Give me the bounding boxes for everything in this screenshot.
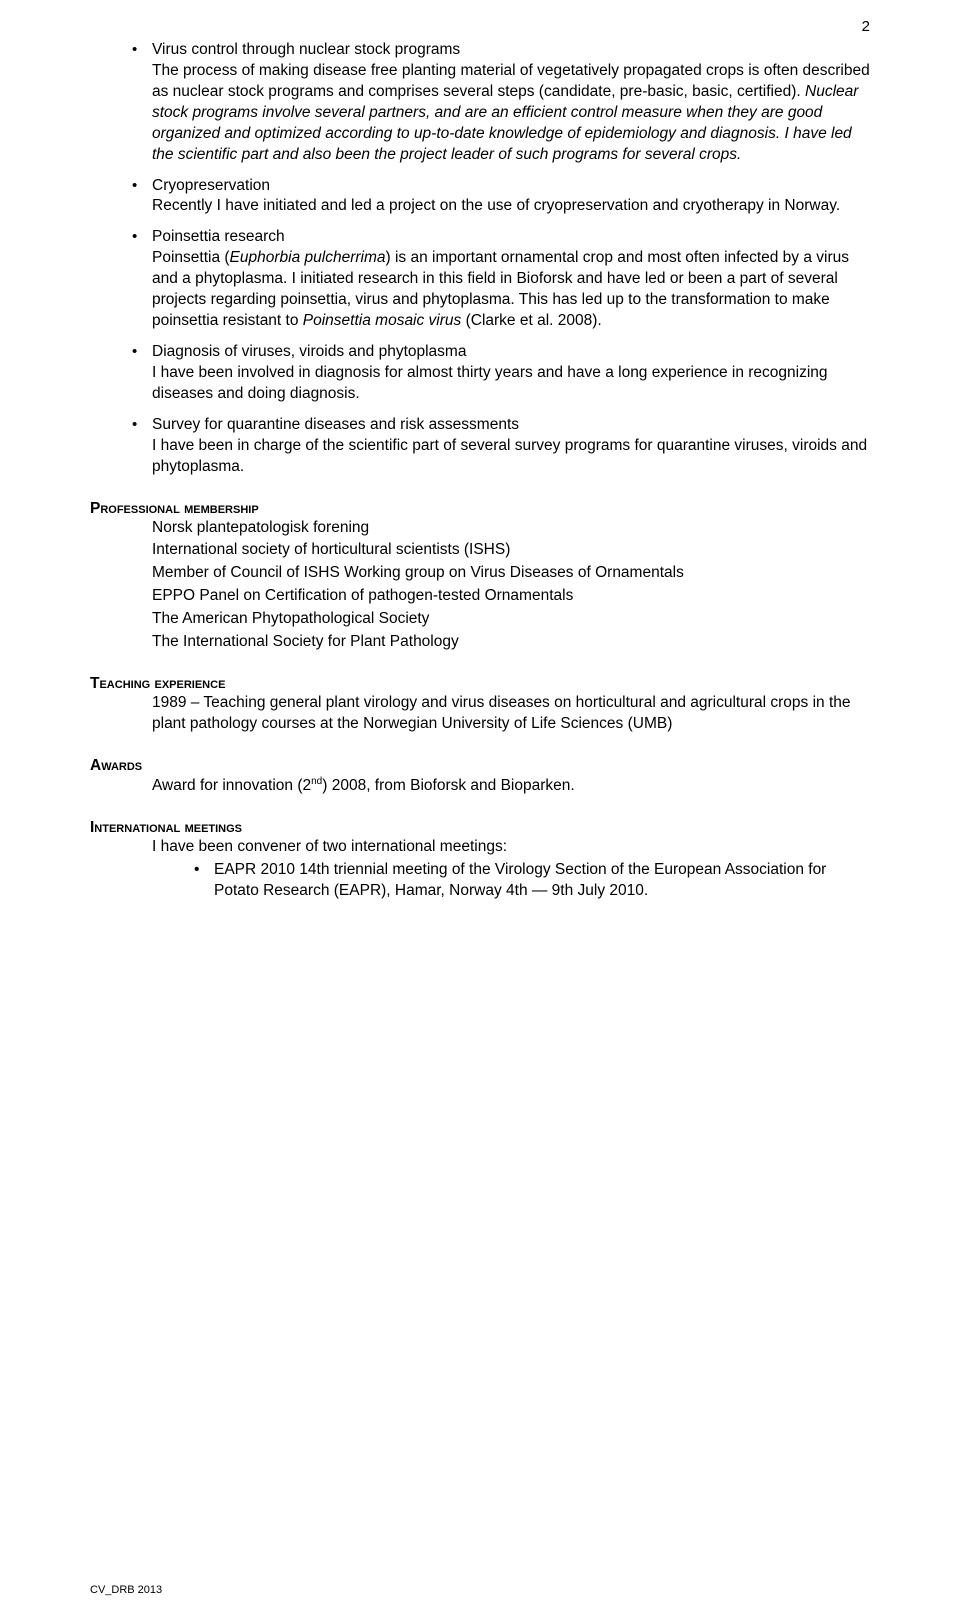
meetings-intro: I have been convener of two internationa… — [152, 837, 870, 858]
item-title: Cryopreservation — [152, 176, 870, 197]
teaching-body: 1989 – Teaching general plant virology a… — [90, 693, 870, 735]
meetings-heading: International meetings — [90, 819, 870, 837]
item-body-part: Recently I have initiated and led a proj… — [152, 197, 840, 214]
membership-heading: Professional membership — [90, 500, 870, 518]
awards-heading: Awards — [90, 757, 870, 775]
membership-line: Member of Council of ISHS Working group … — [152, 563, 870, 584]
awards-text-before: Award for innovation (2 — [152, 777, 311, 794]
list-item: Poinsettia research Poinsettia (Euphorbi… — [152, 227, 870, 332]
teaching-heading: Teaching experience — [90, 675, 870, 693]
item-title: Poinsettia research — [152, 227, 870, 248]
membership-line: The International Society for Plant Path… — [152, 632, 870, 653]
awards-sup: nd — [311, 776, 322, 787]
footer: CV_DRB 2013 — [90, 1584, 162, 1596]
list-item: Cryopreservation Recently I have initiat… — [152, 176, 870, 218]
meetings-subitem: EAPR 2010 14th triennial meeting of the … — [214, 860, 870, 902]
awards-text-after: ) 2008, from Bioforsk and Bioparken. — [322, 777, 574, 794]
item-title: Virus control through nuclear stock prog… — [152, 40, 870, 61]
awards-body: Award for innovation (2nd) 2008, from Bi… — [90, 775, 870, 797]
list-item: Diagnosis of viruses, viroids and phytop… — [152, 342, 870, 405]
item-title: Survey for quarantine diseases and risk … — [152, 415, 870, 436]
membership-body: Norsk plantepatologisk forening Internat… — [90, 518, 870, 654]
research-bullet-list: Virus control through nuclear stock prog… — [90, 40, 870, 478]
membership-line: International society of horticultural s… — [152, 540, 870, 561]
item-body-html: Poinsettia (Euphorbia pulcherrima) is an… — [152, 249, 849, 329]
teaching-text: 1989 – Teaching general plant virology a… — [152, 693, 870, 735]
meetings-body: I have been convener of two internationa… — [90, 837, 870, 902]
membership-line: The American Phytopathological Society — [152, 609, 870, 630]
item-body-part: The process of making disease free plant… — [152, 62, 870, 100]
page-number: 2 — [862, 18, 870, 35]
meetings-sublist: EAPR 2010 14th triennial meeting of the … — [152, 860, 870, 902]
list-item: Survey for quarantine diseases and risk … — [152, 415, 870, 478]
membership-line: Norsk plantepatologisk forening — [152, 518, 870, 539]
item-title: Diagnosis of viruses, viroids and phytop… — [152, 342, 870, 363]
list-item: Virus control through nuclear stock prog… — [152, 40, 870, 166]
membership-line: EPPO Panel on Certification of pathogen-… — [152, 586, 870, 607]
item-body-part: I have been in charge of the scientific … — [152, 437, 867, 475]
document-page: 2 Virus control through nuclear stock pr… — [0, 0, 960, 1624]
awards-text: Award for innovation (2nd) 2008, from Bi… — [152, 775, 870, 797]
item-body-part: I have been involved in diagnosis for al… — [152, 364, 828, 402]
